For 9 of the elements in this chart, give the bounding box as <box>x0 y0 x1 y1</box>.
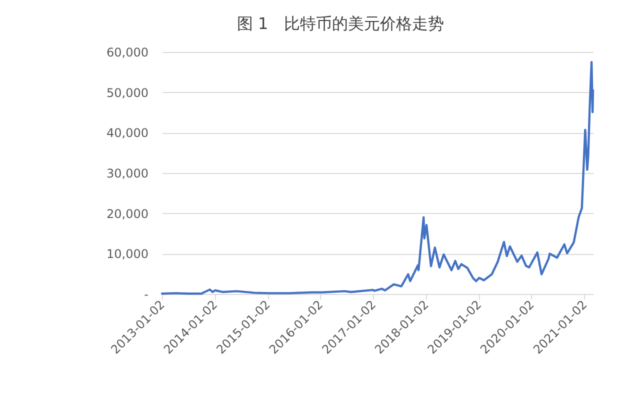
y-tick-label: 50,000 <box>106 86 148 100</box>
line-series <box>160 60 594 295</box>
y-tick-label: 30,000 <box>106 166 148 180</box>
y-tick-label: - <box>144 288 148 302</box>
y-tick-label: 60,000 <box>106 46 148 60</box>
chart-title: 图 1 比特币的美元价格走势 <box>236 14 444 33</box>
y-tick-label: 10,000 <box>106 247 148 262</box>
y-tick-label: 40,000 <box>106 126 148 140</box>
y-tick-label: 20,000 <box>106 206 148 221</box>
